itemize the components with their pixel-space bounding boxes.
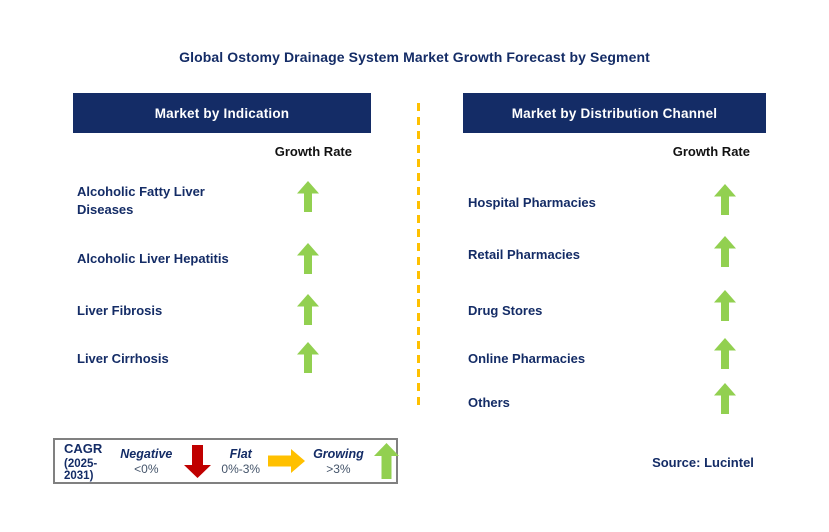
growth-up-arrow-icon xyxy=(714,184,736,215)
left-item-label: Alcoholic Liver Hepatitis xyxy=(77,251,229,266)
legend-entry-growing: Growing >3% xyxy=(313,447,364,476)
growth-up-arrow-icon xyxy=(297,181,319,212)
right-item-label: Hospital Pharmacies xyxy=(468,195,596,210)
right-arrow-icon xyxy=(268,449,306,473)
legend-growing-label: Growing xyxy=(313,446,364,461)
left-panel-header: Market by Indication xyxy=(73,93,371,133)
left-growth-rate-label: Growth Rate xyxy=(274,144,352,159)
legend-flat-label: Flat xyxy=(229,446,252,461)
right-item-label: Online Pharmacies xyxy=(468,351,586,366)
right-item-label: Others xyxy=(468,395,510,410)
growth-up-arrow-icon xyxy=(714,383,736,414)
legend-cagr-period: (2025-2031) xyxy=(64,457,98,482)
legend-flat-range: 0%-3% xyxy=(221,461,261,476)
right-growth-rate-label: Growth Rate xyxy=(672,144,750,159)
legend-growing-range: >3% xyxy=(326,461,351,476)
legend-cagr-label: CAGR xyxy=(64,440,103,456)
down-arrow-icon xyxy=(184,444,212,478)
legend-entry-flat: Flat 0%-3% xyxy=(221,447,260,476)
page-title: Global Ostomy Drainage System Market Gro… xyxy=(179,49,650,65)
cagr-legend: CAGR (2025-2031) Negative <0% Flat 0%-3%… xyxy=(53,438,399,484)
right-item-label: Drug Stores xyxy=(468,303,543,318)
growth-up-arrow-icon xyxy=(714,236,736,267)
growth-up-arrow-icon xyxy=(297,294,319,325)
legend-negative-label: Negative xyxy=(120,446,173,461)
left-item-label: Liver Fibrosis xyxy=(77,303,163,318)
left-item-label: Alcoholic Fatty Liver Diseases xyxy=(77,184,205,217)
right-item-label: Retail Pharmacies xyxy=(468,247,581,262)
legend-entry-negative: Negative <0% xyxy=(120,447,172,476)
legend-negative-range: <0% xyxy=(134,461,159,476)
growth-up-arrow-icon xyxy=(297,243,319,274)
panel-divider xyxy=(417,103,420,411)
growth-up-arrow-icon xyxy=(297,342,319,373)
growth-up-arrow-icon xyxy=(714,290,736,321)
left-panel-header-label: Market by Indication xyxy=(154,105,290,121)
left-item-label: Liver Cirrhosis xyxy=(77,351,169,366)
growth-up-arrow-icon xyxy=(714,338,736,369)
right-panel-header: Market by Distribution Channel xyxy=(463,93,766,133)
legend-cagr-block: CAGR (2025-2031) xyxy=(64,441,102,482)
right-panel-header-label: Market by Distribution Channel xyxy=(511,105,718,121)
source-credit: Source: Lucintel xyxy=(652,455,754,470)
up-arrow-icon xyxy=(373,443,399,479)
